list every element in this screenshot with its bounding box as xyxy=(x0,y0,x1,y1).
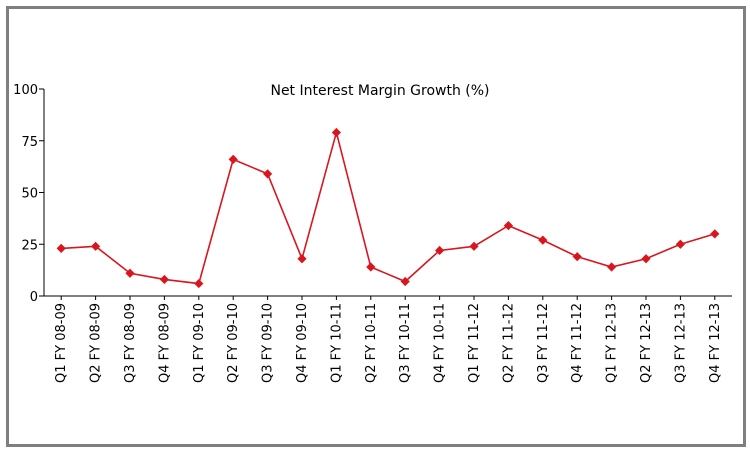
x-tick-label: Q2 FY 10-11 xyxy=(364,303,379,383)
chart-title: Net Interest Margin Growth (%) xyxy=(270,83,489,99)
y-tick-label: 0 xyxy=(30,290,38,305)
data-point-marker xyxy=(538,235,548,245)
x-tick-label: Q2 FY 11-12 xyxy=(501,303,516,383)
x-tick-label: Q3 FY 08-09 xyxy=(123,303,138,383)
x-tick-label: Q2 FY 12-13 xyxy=(639,303,654,383)
marker-group xyxy=(56,127,720,289)
data-point-marker xyxy=(366,262,376,272)
data-point-marker xyxy=(710,229,720,239)
data-point-marker xyxy=(572,252,582,262)
data-point-marker xyxy=(263,169,273,179)
x-tick-label: Q3 FY 09-10 xyxy=(261,303,276,383)
data-point-marker xyxy=(159,274,169,285)
series-line xyxy=(61,129,716,285)
data-point-marker xyxy=(435,245,445,256)
data-point-marker xyxy=(125,268,135,278)
y-tick-label: 75 xyxy=(21,135,38,150)
x-tick-label: Q1 FY 10-11 xyxy=(329,303,344,383)
x-tick-group: Q1 FY 08-09 Q2 FY 08-09 Q3 FY 08-09 Q4 FY 0… xyxy=(54,296,723,383)
y-tick-label: 100 xyxy=(13,83,38,98)
x-tick-label: Q2 FY 08-09 xyxy=(89,303,104,383)
x-tick-label: Q4 FY 09-10 xyxy=(295,303,310,383)
x-tick-label: Q1 FY 12-13 xyxy=(605,303,620,383)
y-tick-group: 0 25 50 75 100 xyxy=(13,83,44,305)
x-tick-label: Q3 FY 11-12 xyxy=(536,303,551,383)
y-tick-label: 50 xyxy=(21,187,38,202)
x-tick-label: Q1 FY 09-10 xyxy=(192,303,207,383)
x-tick-label: Q4 FY 08-09 xyxy=(157,303,172,383)
data-point-marker xyxy=(331,127,341,138)
data-point-marker xyxy=(607,262,617,272)
data-point-marker xyxy=(469,241,479,251)
x-tick-label: Q4 FY 11-12 xyxy=(570,303,585,383)
x-tick-label: Q2 FY 09-10 xyxy=(226,303,241,383)
data-point-marker xyxy=(228,154,238,164)
data-point-marker xyxy=(194,278,204,289)
x-tick-label: Q4 FY 12-13 xyxy=(708,303,723,383)
x-tick-label: Q4 FY 10-11 xyxy=(433,303,448,383)
x-tick-label: Q1 FY 11-12 xyxy=(467,303,482,383)
data-point-marker xyxy=(400,276,410,287)
y-tick-label: 25 xyxy=(21,238,38,253)
data-point-marker xyxy=(56,243,66,253)
data-point-marker xyxy=(297,254,307,264)
x-tick-label: Q1 FY 08-09 xyxy=(54,303,69,383)
data-point-marker xyxy=(675,239,685,249)
data-point-marker xyxy=(503,221,513,231)
data-point-marker xyxy=(641,254,651,264)
x-tick-label: Q3 FY 10-11 xyxy=(398,303,413,383)
x-tick-label: Q3 FY 12-13 xyxy=(673,303,688,383)
chart-frame xyxy=(6,6,746,447)
data-point-marker xyxy=(91,241,101,251)
